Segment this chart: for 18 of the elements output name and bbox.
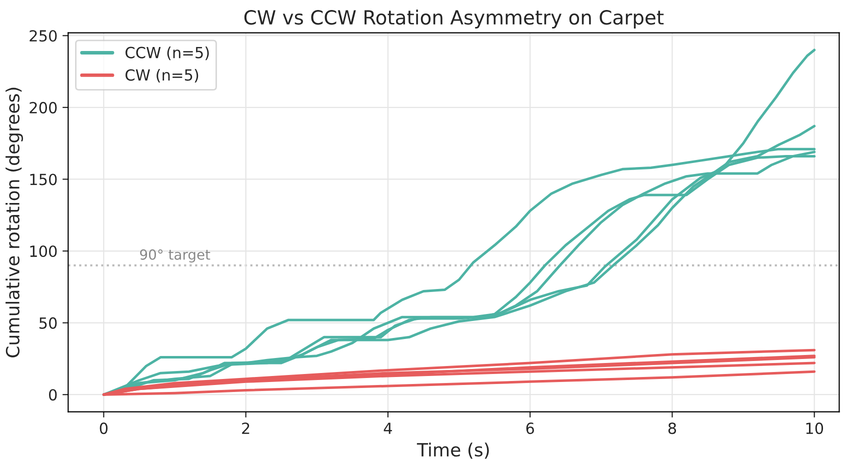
legend-label: CW (n=5) bbox=[126, 68, 198, 83]
x-tick-label: 2 bbox=[242, 422, 250, 434]
y-axis-title: Cumulative rotation (degrees) bbox=[6, 88, 24, 358]
x-tick-label: 8 bbox=[668, 422, 676, 434]
y-tick-label: 200 bbox=[30, 102, 57, 114]
x-tick-label: 4 bbox=[384, 422, 392, 434]
y-tick-label: 0 bbox=[49, 389, 57, 401]
y-tick-label: 150 bbox=[30, 174, 57, 186]
y-tick-label: 50 bbox=[39, 317, 57, 329]
x-tick-label: 10 bbox=[806, 422, 824, 434]
chart-title: CW vs CCW Rotation Asymmetry on Carpet bbox=[244, 10, 664, 28]
y-tick-label: 100 bbox=[30, 245, 57, 258]
y-tick-label: 250 bbox=[30, 30, 57, 42]
x-tick-label: 6 bbox=[526, 422, 534, 434]
ref-line-label: 90° target bbox=[140, 249, 210, 263]
legend-label: CCW (n=5) bbox=[126, 46, 209, 60]
x-tick-label: 0 bbox=[100, 422, 108, 434]
x-axis-title: Time (s) bbox=[416, 442, 489, 459]
